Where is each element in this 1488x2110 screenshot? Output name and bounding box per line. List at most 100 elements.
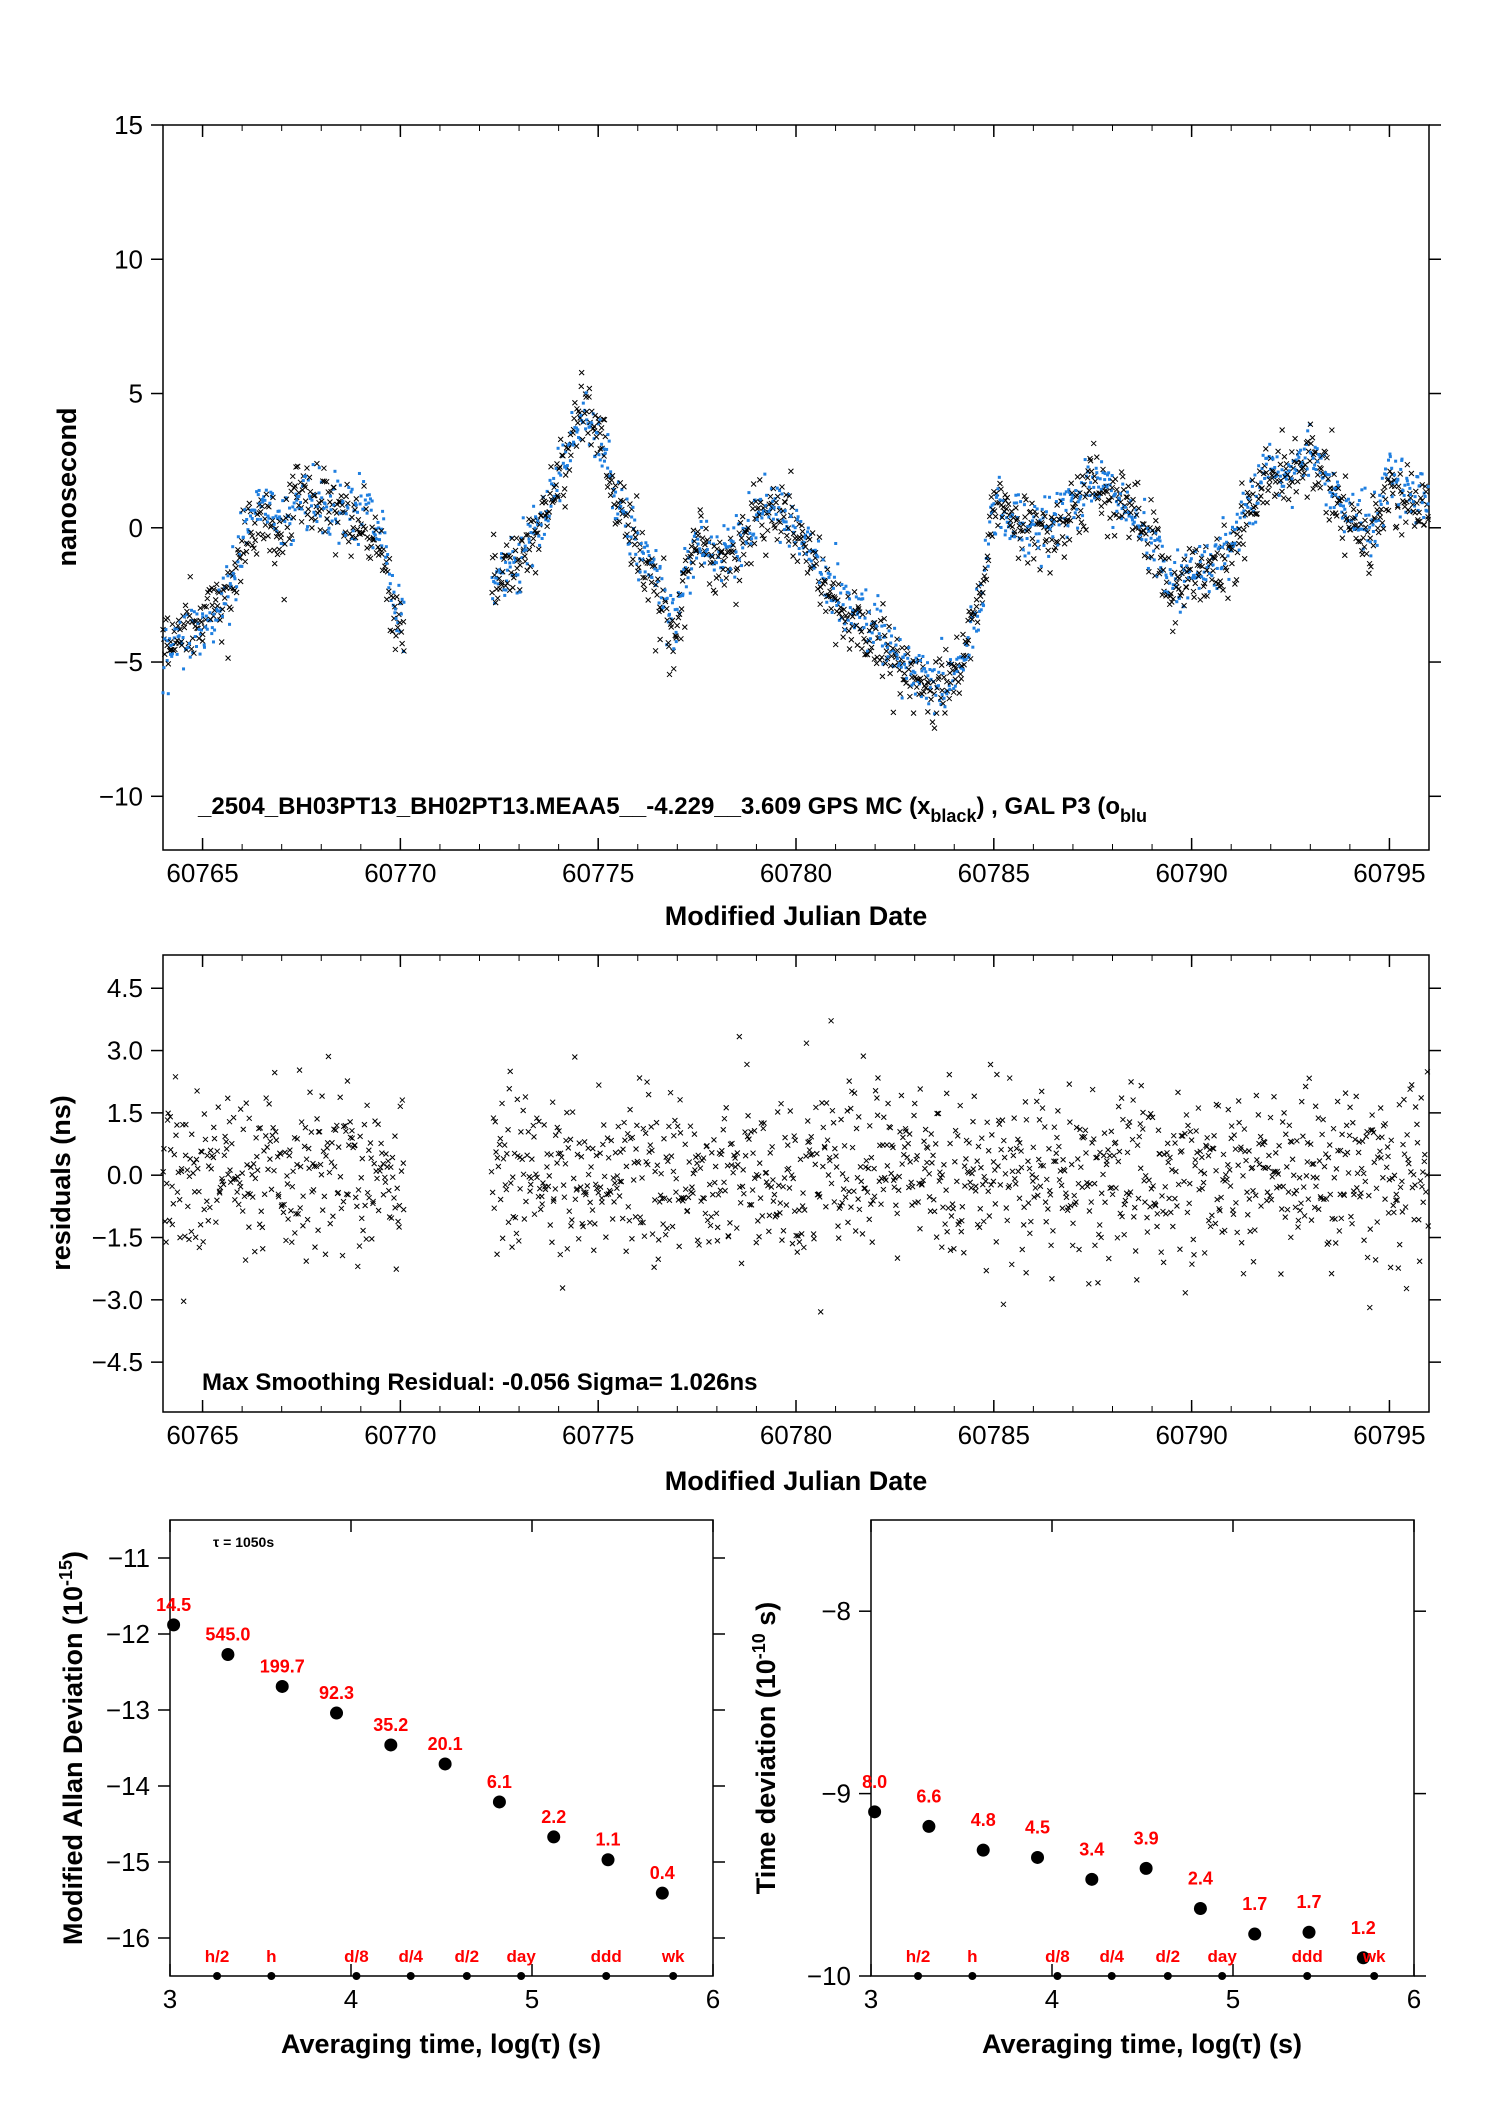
residual-point [1146, 1177, 1152, 1184]
residual-point [675, 1197, 682, 1203]
gps-mc-point [886, 623, 892, 630]
time-marker-label: h/2 [906, 1947, 931, 1966]
gal-p3-point [655, 569, 659, 573]
gal-p3-point [1119, 492, 1123, 496]
gal-p3-point [1230, 542, 1234, 546]
residual-point [950, 1205, 957, 1212]
gps-mc-point [1362, 517, 1368, 524]
gps-mc-point [1233, 577, 1240, 583]
residual-point [399, 1097, 406, 1103]
gal-p3-point [910, 683, 914, 687]
residual-point [1336, 1228, 1343, 1234]
residual-point [207, 1147, 214, 1154]
gal-p3-point [1336, 484, 1340, 488]
gps-mc-point [862, 651, 868, 658]
gal-p3-point [532, 504, 536, 508]
residual-point [597, 1150, 603, 1157]
residual-point [846, 1188, 852, 1195]
residual-point [275, 1193, 282, 1200]
gal-p3-point [1342, 530, 1346, 534]
residual-point [499, 1235, 506, 1242]
gal-p3-point [588, 425, 592, 429]
residual-point [171, 1151, 178, 1158]
residual-point [680, 1195, 687, 1202]
gps-mc-point [1217, 578, 1224, 585]
gps-mc-point [767, 493, 774, 500]
gal-p3-point [620, 488, 624, 492]
residual-point [271, 1167, 277, 1174]
gal-p3-point [264, 488, 268, 492]
residual-point [721, 1115, 728, 1122]
gal-p3-point [1168, 568, 1172, 572]
residual-point [335, 1189, 342, 1196]
gal-p3-point [1158, 539, 1162, 543]
residual-point [1011, 1175, 1018, 1182]
gal-p3-point [1064, 490, 1068, 494]
residual-point [291, 1230, 298, 1236]
gps-mc-point [1324, 454, 1330, 461]
residual-point [907, 1159, 914, 1165]
residual-point [1351, 1191, 1357, 1198]
residual-point [1098, 1190, 1105, 1197]
residual-point [727, 1220, 733, 1226]
residual-point [1167, 1154, 1173, 1161]
residual-point [1077, 1164, 1084, 1171]
gal-p3-point [337, 541, 341, 545]
gps-mc-point [985, 557, 992, 564]
residual-point [673, 1189, 679, 1196]
residual-point [1003, 1205, 1010, 1211]
gal-p3-point [170, 654, 174, 658]
gal-p3-point [1039, 564, 1043, 568]
residual-point [656, 1199, 663, 1205]
gal-p3-point [1231, 544, 1235, 548]
gal-p3-point [675, 607, 679, 611]
residual-point [1141, 1177, 1148, 1184]
gal-p3-point [895, 653, 899, 657]
gal-p3-point [1149, 536, 1153, 540]
gal-p3-point [1171, 583, 1175, 587]
gal-p3-point [986, 564, 990, 568]
residual-point [808, 1133, 815, 1140]
residual-point [298, 1119, 305, 1125]
gal-p3-point [646, 550, 650, 554]
gal-p3-point [808, 532, 812, 536]
gal-p3-point [1239, 500, 1243, 504]
gal-p3-point [557, 471, 561, 475]
gal-p3-point [283, 519, 287, 523]
gal-p3-point [1011, 530, 1015, 534]
gps-mc-point [678, 635, 684, 642]
gps-mc-point [367, 555, 374, 562]
gps-mc-point [718, 548, 725, 554]
residual-point [1312, 1103, 1319, 1110]
gps-mc-point [1240, 541, 1247, 548]
gps-mc-point [1210, 567, 1216, 574]
residual-point [240, 1126, 247, 1133]
residual-point [753, 1239, 760, 1246]
residual-point [1042, 1199, 1049, 1205]
gal-p3-point [602, 459, 606, 463]
gal-p3-point [502, 588, 506, 592]
residual-point [998, 1146, 1004, 1153]
gal-p3-point [171, 642, 175, 646]
residual-point [259, 1224, 266, 1231]
residual-point [1311, 1204, 1318, 1211]
gal-p3-point [346, 506, 350, 510]
residual-point [943, 1187, 949, 1193]
time-marker-label: d/4 [1099, 1947, 1124, 1966]
gps-mc-point [1375, 529, 1382, 536]
gps-mc-point [1104, 533, 1111, 540]
gal-p3-point [1019, 500, 1023, 504]
gal-p3-point [1001, 499, 1005, 503]
gal-p3-point [306, 478, 310, 482]
gps-mc-point [364, 545, 370, 551]
gal-p3-point [275, 529, 279, 533]
gal-p3-point [726, 527, 730, 531]
gal-p3-point [658, 564, 662, 568]
gal-p3-point [1357, 499, 1361, 503]
residual-point [506, 1085, 513, 1092]
gal-p3-point [881, 662, 885, 666]
gal-p3-point [508, 565, 512, 569]
gps-mc-point [164, 615, 171, 622]
residual-point [199, 1149, 205, 1155]
gal-p3-point [359, 494, 363, 498]
